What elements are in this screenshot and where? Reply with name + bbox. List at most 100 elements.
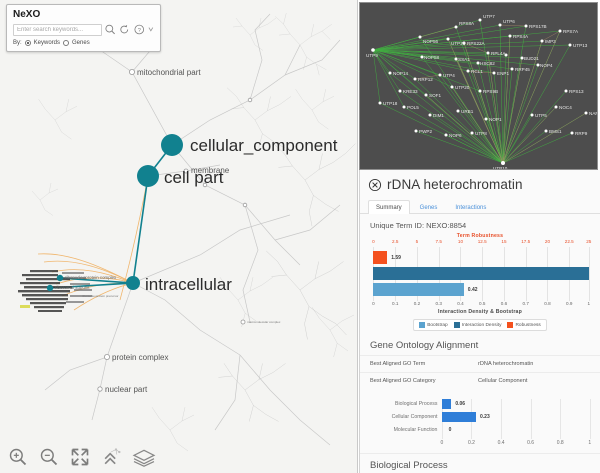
gene-label: NOC4 [559, 105, 572, 110]
go-bar-value: 0.23 [480, 414, 490, 420]
gene-label: RPS7A [563, 29, 579, 34]
tick: 0 [372, 301, 375, 306]
layers-icon[interactable] [132, 447, 156, 467]
gene-label: KRE33 [403, 89, 418, 94]
tick: 0.8 [556, 440, 564, 446]
tick: 17.5 [521, 239, 531, 244]
gene-label: SSA1 [458, 57, 470, 62]
gene-label: RPS8A [459, 21, 475, 26]
zoom-out-icon[interactable] [39, 447, 59, 467]
chevron-down-icon[interactable] [147, 23, 155, 36]
tick: 0.2 [413, 301, 421, 306]
help-icon[interactable]: ? [133, 23, 146, 36]
tab-interactions[interactable]: Interactions [455, 205, 487, 211]
zoom-in-icon[interactable] [8, 447, 28, 467]
tick: 0.9 [566, 301, 573, 306]
gene-label: NOP14 [393, 71, 409, 76]
radio-genes[interactable] [63, 40, 70, 46]
gene-label: UTP6 [503, 19, 515, 24]
go-bar-value: 0.06 [455, 401, 466, 407]
gene-label: SOF1 [429, 93, 441, 98]
tick: 15 [501, 239, 507, 244]
tab-summary[interactable]: Summary [368, 200, 410, 214]
radio-genes-label: Genes [72, 40, 90, 46]
tick: 10 [457, 239, 464, 244]
refresh-icon[interactable] [118, 23, 131, 36]
gene-label: RRP9 [575, 131, 588, 136]
ontology-tree-canvas[interactable]: cellular_component cell part intracellul… [0, 0, 358, 473]
gene-label: NOP4 [540, 63, 553, 68]
go-alignment-chart: Biological Process 0.06 Cellular Compone… [368, 399, 592, 449]
gene-label: RCL1 [471, 69, 483, 74]
go-row-key: Best Aligned GO Term [370, 361, 426, 367]
gene-label: PWP2 [419, 129, 432, 134]
gene-label: BUD21 [524, 56, 539, 61]
tab-genes[interactable]: Genes [419, 205, 438, 211]
legend-swatch [507, 322, 514, 328]
tick: 0.3 [435, 301, 442, 306]
gene-label: IMP3 [545, 39, 556, 44]
gene-label: RPL4A [491, 51, 506, 56]
search-input[interactable] [13, 23, 102, 36]
gene-label: HSC82 [480, 61, 495, 66]
legend-swatch [419, 322, 426, 328]
search-panel[interactable]: NeXO ? By: [6, 4, 161, 52]
close-circle-icon[interactable] [368, 178, 382, 192]
tick: 0.6 [500, 301, 508, 306]
label-ribonucleoprotein-precursor: ribonucleoprotein precursor [82, 294, 119, 298]
panel-title: rDNA heterochromatin [387, 177, 523, 192]
radio-keywords-label: Keywords [33, 40, 61, 46]
gene-label: RPS4A [513, 34, 529, 39]
tick: 5 [415, 239, 419, 244]
chevrons-up-icon[interactable] [101, 447, 121, 467]
gene-label: UTP9 [366, 53, 378, 58]
legend-label: Bootstrap [427, 322, 448, 328]
go-row-key: Best Aligned GO Category [370, 378, 436, 384]
biological-process-heading: Biological Process [360, 453, 600, 473]
tick: 0.2 [468, 440, 475, 446]
term-info-panel: rDNA heterochromatin Summary Genes Inter… [359, 170, 600, 473]
gene-label: RPS22A [467, 41, 486, 46]
tree-graphic: cellular_component cell part intracellul… [18, 12, 356, 452]
label-membrane: membrane [191, 166, 230, 175]
node-cell-part [137, 165, 159, 187]
gene-label: UTP21 [451, 41, 466, 46]
tick: 0.1 [391, 301, 399, 306]
tick: 0 [372, 239, 375, 244]
go-row-term: Best Aligned GO Term rDNA heterochromati… [360, 355, 600, 372]
label-intracellular: intracellular [145, 275, 232, 294]
legend-item-bootstrap[interactable]: Bootstrap [419, 322, 448, 328]
go-row-value: Cellular Component [478, 378, 528, 384]
gene-network-view[interactable]: UTP9 RPS8A UTP7 UTP6 NOP56 UTP21 RPS22A … [359, 2, 598, 170]
gene-label: NAN1 [589, 111, 598, 116]
go-bar-label: Molecular Function [393, 427, 438, 433]
gene-label: RPS9B [483, 89, 498, 94]
node-intracellular [126, 276, 140, 290]
gene-label: UTP4 [443, 73, 455, 78]
tick: 22.5 [564, 239, 574, 244]
tick: 0.5 [479, 301, 486, 306]
chart-title-bottom: Interaction Density & Bootstrap [437, 309, 523, 315]
panel-tabs: Summary Genes Interactions [360, 199, 600, 214]
fit-screen-icon[interactable] [70, 447, 90, 467]
legend-label: Interaction Density [461, 322, 502, 328]
canvas-toolbar [8, 447, 156, 467]
label-cellular-component: cellular_component [190, 136, 338, 155]
legend-item-interaction-density[interactable]: Interaction Density [453, 322, 502, 328]
tick: 0.4 [457, 301, 464, 306]
gene-label: NOP1 [489, 117, 502, 122]
svg-text:?: ? [137, 28, 140, 34]
legend-item-robustness[interactable]: Robustness [507, 322, 541, 328]
go-alignment-heading: Gene Ontology Alignment [370, 340, 479, 351]
bar-value-robustness: 1.59 [391, 255, 401, 261]
search-by-label: By: [13, 40, 22, 46]
bar-value-bootstrap: 0.42 [467, 287, 478, 293]
search-icon[interactable] [104, 23, 117, 36]
gene-label: NOP56 [423, 39, 439, 44]
gene-label-hub: UTP10 [493, 166, 508, 170]
search-by-row: By: Keywords Genes [13, 40, 155, 46]
tick: 2.5 [391, 239, 399, 244]
radio-keywords[interactable] [24, 40, 31, 46]
tick: 7.5 [435, 239, 442, 244]
go-bar-label: Biological Process [395, 401, 438, 407]
